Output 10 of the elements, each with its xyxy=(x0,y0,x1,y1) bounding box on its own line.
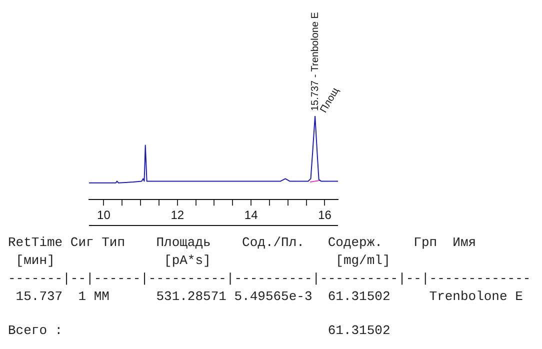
x-tick-label: 16 xyxy=(318,208,332,222)
text: [мин] [pA*s] [mg/ml] xyxy=(14,252,392,270)
x-tick-label: 14 xyxy=(244,208,258,222)
annotation: 15.737 - Trenbolone E xyxy=(310,12,321,111)
x-tick-label: 10 xyxy=(97,208,111,222)
text: -------|--|------|----------|----------|----------|--|------------- xyxy=(8,270,532,288)
text: Всего : 61.31502 xyxy=(8,322,392,340)
x-tick-label: 12 xyxy=(170,208,184,222)
text: 15.737 1 MM 531.28571 5.49565e-3 61.31502 Trenbolone E xyxy=(14,288,524,306)
text: RetTime Сиг Тип Площадь Сод./Пл. Содерж. Грп Имя xyxy=(8,234,478,252)
